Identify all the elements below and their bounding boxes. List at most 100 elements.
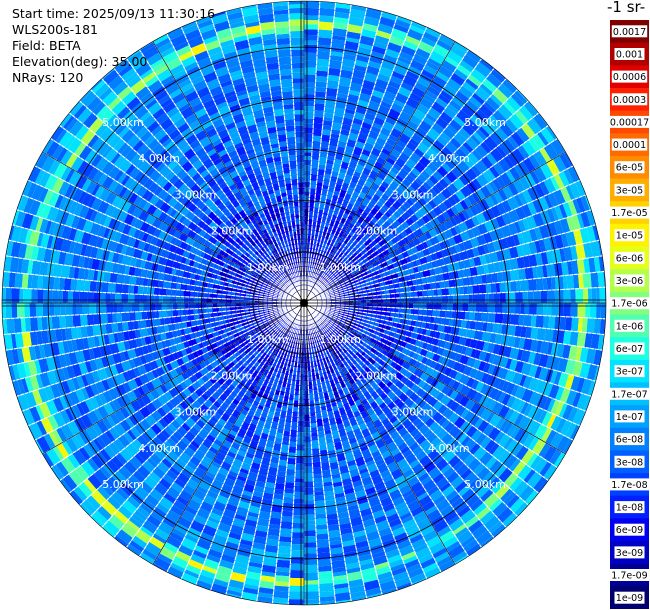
range-gate xyxy=(336,324,343,330)
range-gate xyxy=(497,83,514,99)
range-gate xyxy=(342,375,349,383)
range-gate xyxy=(330,347,337,356)
range-gate xyxy=(518,337,526,350)
range-gate xyxy=(103,271,111,283)
range-gate xyxy=(396,539,412,551)
range-gate xyxy=(593,318,601,335)
range-gate xyxy=(420,476,432,486)
range-gate xyxy=(369,94,383,105)
range-gate xyxy=(473,108,489,124)
range-gate xyxy=(572,391,582,408)
range-gate xyxy=(384,48,400,59)
range-gate xyxy=(385,224,395,235)
range-gate xyxy=(440,187,453,200)
range-gate xyxy=(412,405,423,416)
range-gate xyxy=(327,74,340,82)
range-gate xyxy=(325,271,332,278)
range-gate xyxy=(340,242,347,250)
range-gate xyxy=(309,407,316,413)
range-gate xyxy=(456,64,472,77)
range-gate xyxy=(467,152,480,165)
range-gate xyxy=(514,194,524,208)
range-gate xyxy=(387,316,393,322)
range-gate xyxy=(386,352,395,360)
range-gate xyxy=(518,314,525,327)
range-gate xyxy=(482,362,491,374)
range-gate xyxy=(506,423,518,438)
range-gate xyxy=(389,293,395,299)
range-gate xyxy=(399,292,406,298)
range-gate xyxy=(521,140,537,157)
range-gate xyxy=(366,254,374,261)
range-gate xyxy=(354,252,363,260)
range-gate xyxy=(553,451,566,468)
range-gate xyxy=(455,463,470,477)
range-gate xyxy=(425,202,434,212)
range-gate xyxy=(87,291,94,303)
range-gate xyxy=(338,329,346,336)
range-gate xyxy=(343,276,352,283)
range-gate xyxy=(322,211,329,217)
range-gate xyxy=(522,157,536,173)
range-gate xyxy=(431,453,444,466)
range-gate xyxy=(289,429,298,438)
range-gate xyxy=(355,54,370,63)
range-gate xyxy=(337,334,345,342)
range-gate xyxy=(475,339,485,351)
range-gate xyxy=(474,349,482,360)
range-gate xyxy=(283,492,294,498)
range-gate xyxy=(313,473,323,479)
range-gate xyxy=(569,182,581,199)
range-gate xyxy=(129,311,136,322)
range-gate xyxy=(331,319,338,325)
range-gate xyxy=(304,436,312,443)
range-gate xyxy=(496,271,504,283)
range-gate xyxy=(455,189,466,202)
range-gate xyxy=(304,530,317,537)
range-gate xyxy=(449,152,463,166)
range-gate xyxy=(424,505,438,516)
range-gate xyxy=(485,73,503,89)
range-gate xyxy=(325,328,331,334)
range-gate xyxy=(515,291,523,303)
range-gate xyxy=(364,456,374,464)
range-gate xyxy=(288,591,304,600)
range-gate xyxy=(381,147,391,156)
range-gate xyxy=(274,482,285,491)
range-gate xyxy=(431,101,446,115)
range-gate xyxy=(321,280,328,287)
range-gate xyxy=(296,432,304,438)
range-gate xyxy=(416,103,430,115)
range-gate xyxy=(441,485,456,498)
range-gate xyxy=(343,288,350,293)
range-gate xyxy=(424,384,435,395)
range-gate xyxy=(341,322,347,327)
range-gate xyxy=(324,258,329,264)
range-gate xyxy=(319,7,335,17)
range-gate xyxy=(498,449,512,465)
range-gate xyxy=(392,496,406,507)
range-gate xyxy=(328,145,338,152)
range-gate xyxy=(384,371,395,381)
range-gate xyxy=(387,427,397,436)
range-gate xyxy=(432,170,444,182)
range-gate xyxy=(479,83,494,96)
range-gate xyxy=(154,295,160,303)
range-gate xyxy=(350,239,359,248)
range-gate xyxy=(402,164,413,174)
range-gate xyxy=(292,509,304,516)
range-gate xyxy=(549,369,558,385)
range-gate xyxy=(485,411,496,424)
range-gate xyxy=(505,235,516,249)
range-gate xyxy=(435,295,442,303)
range-gate xyxy=(501,199,512,213)
range-gate xyxy=(355,415,364,423)
range-gate xyxy=(310,427,318,433)
range-gate xyxy=(474,202,484,214)
range-gate xyxy=(31,274,39,289)
range-gate xyxy=(333,219,341,228)
range-gate xyxy=(365,136,377,146)
range-gate xyxy=(342,339,350,347)
range-gate xyxy=(345,327,352,334)
range-gate xyxy=(488,312,496,323)
